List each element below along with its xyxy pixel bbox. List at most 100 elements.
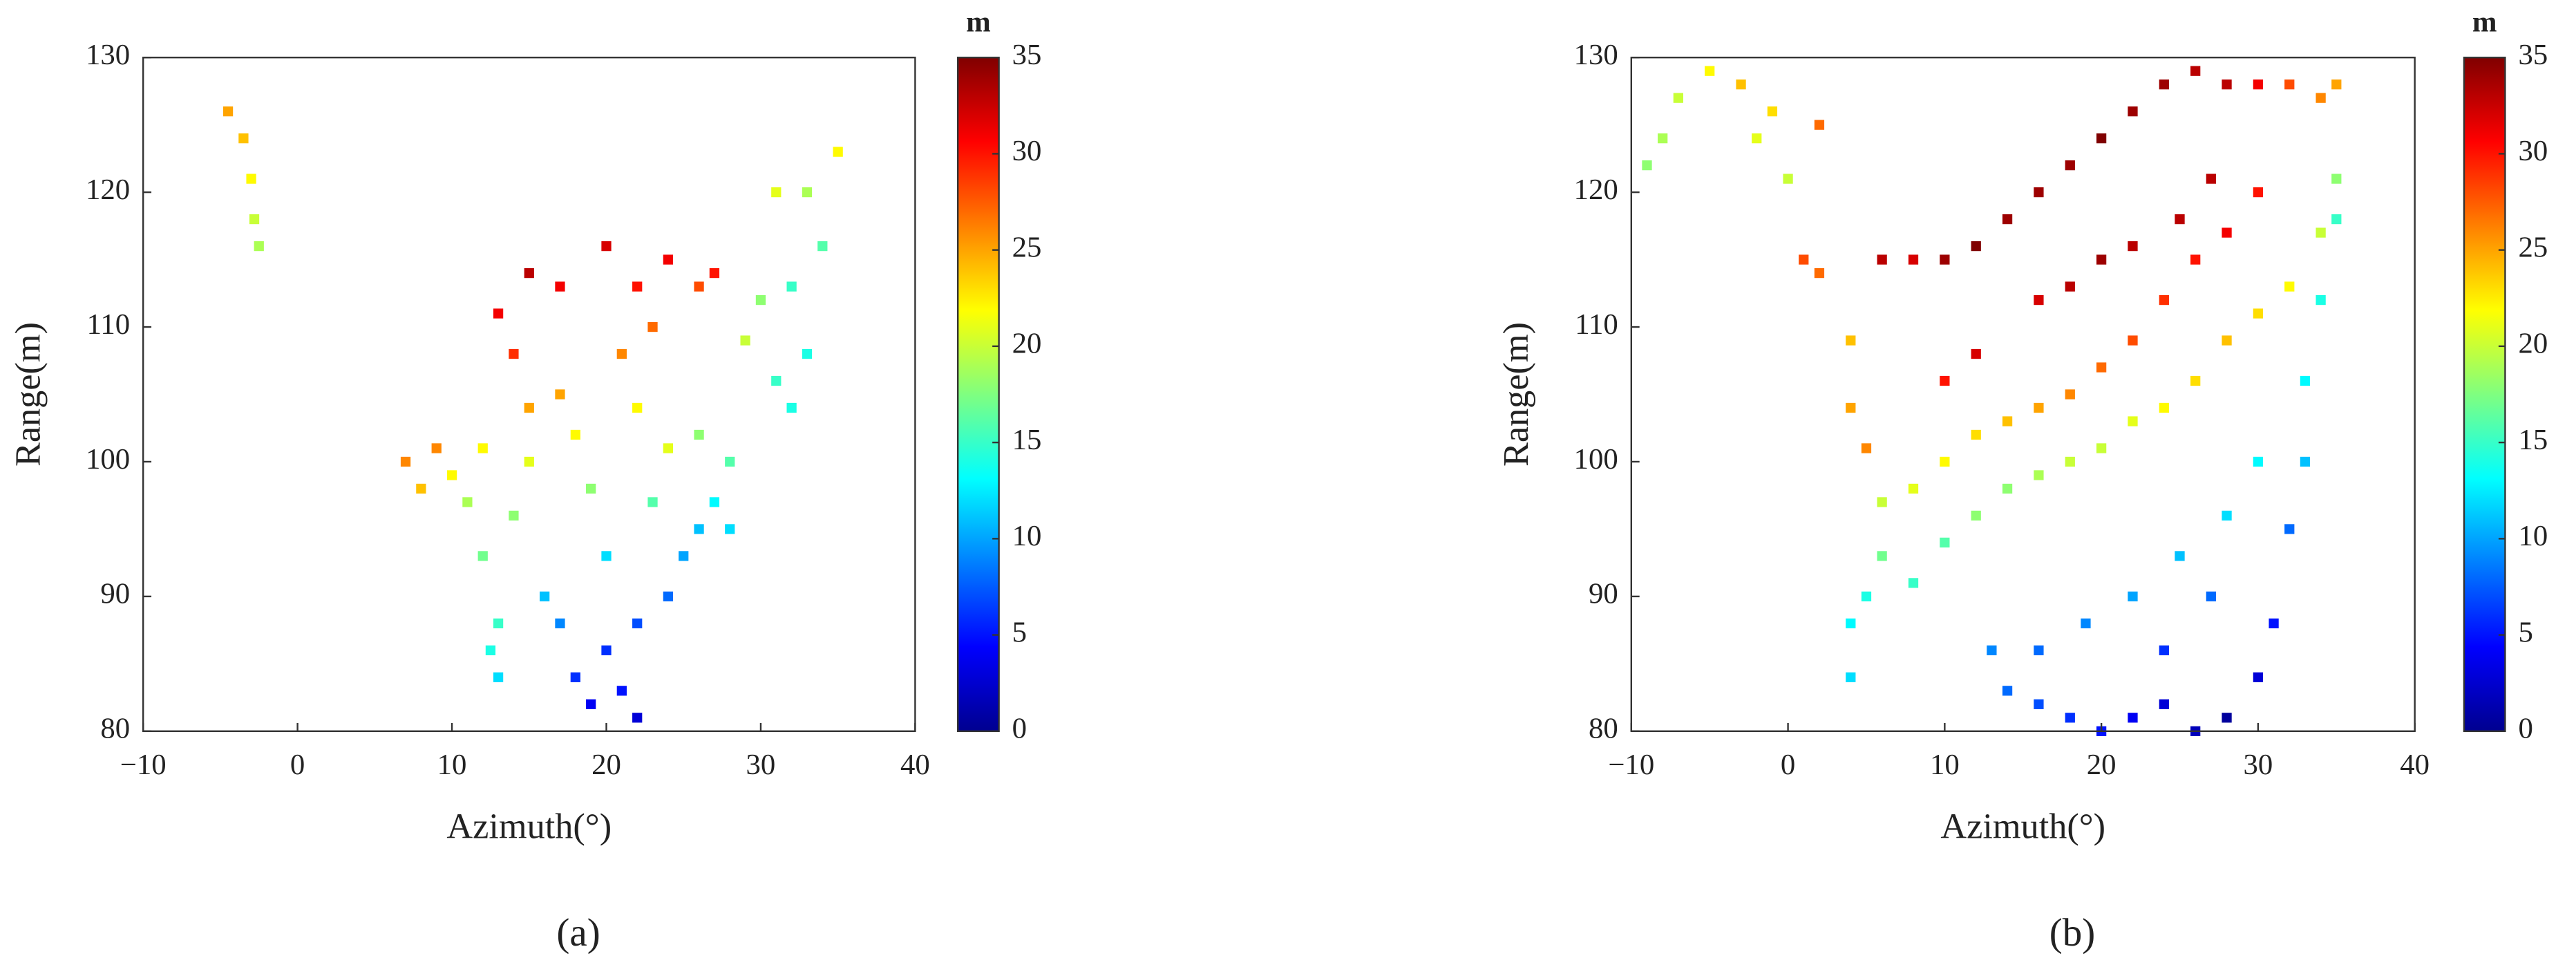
point — [555, 618, 565, 629]
point — [2284, 281, 2295, 292]
point — [400, 456, 411, 467]
colorbar-tick-label: 20 — [2518, 328, 2548, 360]
point — [2065, 281, 2075, 292]
point — [694, 429, 704, 440]
y-tick-label: 130 — [1574, 39, 1618, 71]
point — [586, 483, 596, 494]
point — [2253, 187, 2264, 198]
point — [1971, 429, 1981, 440]
point — [1673, 93, 1683, 103]
axes-frame — [142, 57, 916, 732]
point — [2128, 335, 2138, 346]
point — [632, 618, 643, 629]
point — [254, 241, 264, 252]
colorbar-tick-label: 30 — [1012, 135, 1042, 167]
point — [1783, 173, 1793, 184]
point — [2034, 187, 2044, 198]
point — [570, 429, 580, 440]
point — [725, 524, 735, 534]
point — [2222, 510, 2232, 521]
x-tick-label: 30 — [746, 749, 776, 781]
point — [771, 375, 782, 386]
point — [462, 497, 473, 507]
point — [2034, 699, 2044, 709]
point — [2034, 470, 2044, 480]
point — [1846, 672, 1856, 682]
y-tick-label: 120 — [86, 173, 130, 206]
point — [2284, 79, 2295, 90]
colorbar-tick-label: 15 — [1012, 424, 1042, 456]
point — [2159, 294, 2169, 306]
y-tick-label: 130 — [86, 39, 130, 71]
colorbar-tick-label: 10 — [1012, 520, 1042, 552]
point — [485, 645, 496, 655]
point — [2300, 375, 2311, 386]
point — [524, 456, 534, 467]
x-axis-label: Azimuth(°) — [1940, 806, 2105, 846]
point — [663, 443, 674, 453]
y-tick-label: 100 — [1574, 443, 1618, 476]
point — [416, 483, 426, 494]
point — [725, 456, 735, 467]
point — [2331, 79, 2342, 90]
point — [740, 335, 750, 346]
panel-label: (b) — [2049, 911, 2096, 955]
x-axis-label: Azimuth(°) — [446, 806, 612, 846]
point — [2002, 686, 2013, 696]
point — [647, 497, 658, 507]
colorbar-tick-label: 35 — [1012, 39, 1042, 71]
point — [632, 402, 643, 413]
point — [2331, 173, 2342, 184]
point — [771, 187, 782, 198]
point — [2081, 618, 2091, 629]
y-tick-label: 110 — [1575, 308, 1618, 341]
point — [1846, 335, 1856, 346]
point — [786, 402, 797, 413]
point — [2065, 160, 2075, 171]
colorbar-tick-label: 5 — [1012, 616, 1027, 648]
point — [2206, 591, 2217, 602]
point — [1658, 133, 1668, 144]
point — [493, 672, 504, 682]
axes-frame — [1630, 57, 2416, 732]
point — [2222, 227, 2232, 238]
point — [1940, 254, 1950, 265]
point — [2253, 308, 2264, 319]
point — [833, 147, 843, 157]
point — [1971, 510, 1981, 521]
colorbar-tick-label: 0 — [2518, 713, 2532, 745]
x-tick-label: 20 — [591, 749, 621, 781]
point — [2128, 241, 2138, 252]
point — [2331, 214, 2342, 225]
point — [2190, 66, 2201, 76]
point — [246, 173, 256, 184]
point — [2002, 483, 2013, 494]
y-tick-label: 80 — [1589, 713, 1618, 745]
point — [1971, 348, 1981, 359]
colorbar — [957, 57, 1000, 732]
point — [2065, 456, 2075, 467]
panel: −10 0 10 20 30 408090100110120130Azimuth(°)Ra… — [1496, 6, 2548, 955]
colorbar-tick-label: 25 — [2518, 231, 2548, 263]
point — [2128, 416, 2138, 426]
point — [2222, 79, 2232, 90]
point — [2128, 106, 2138, 117]
point — [1908, 254, 1919, 265]
point — [446, 470, 457, 480]
x-tick-label: 40 — [900, 749, 930, 781]
point — [2096, 443, 2107, 453]
point — [2096, 362, 2107, 373]
point — [570, 672, 580, 682]
point — [1971, 241, 1981, 252]
colorbar-label: m — [2472, 6, 2497, 38]
point — [632, 713, 643, 723]
point — [2315, 294, 2326, 306]
x-tick-label: 10 — [1930, 749, 1960, 781]
point — [679, 551, 689, 561]
point — [2300, 456, 2311, 467]
point — [1908, 483, 1919, 494]
point — [1705, 66, 1715, 76]
point — [238, 133, 249, 144]
point — [2315, 227, 2326, 238]
point — [2034, 294, 2044, 306]
